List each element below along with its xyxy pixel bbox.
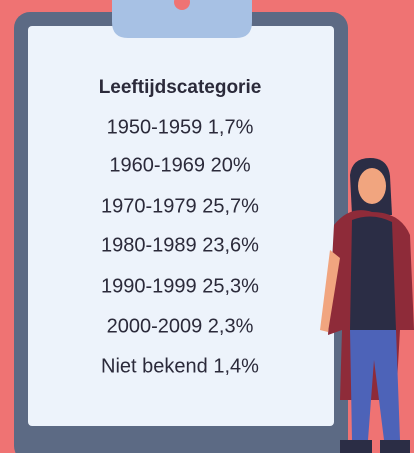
category-row: 1990-1999 25,3% <box>101 275 259 297</box>
category-row: 2000-2009 2,3% <box>107 315 254 337</box>
category-row: 1950-1959 1,7% <box>107 116 254 138</box>
category-row: 1960-1969 20% <box>109 154 250 176</box>
category-row: 1970-1979 25,7% <box>101 195 259 217</box>
category-row: 1980-1989 23,6% <box>101 234 259 256</box>
infographic: Leeftijdscategorie 1950-1959 1,7% 1960-19… <box>0 0 414 453</box>
category-row: Niet bekend 1,4% <box>101 355 259 377</box>
card-title: Leeftijdscategorie <box>99 77 262 98</box>
